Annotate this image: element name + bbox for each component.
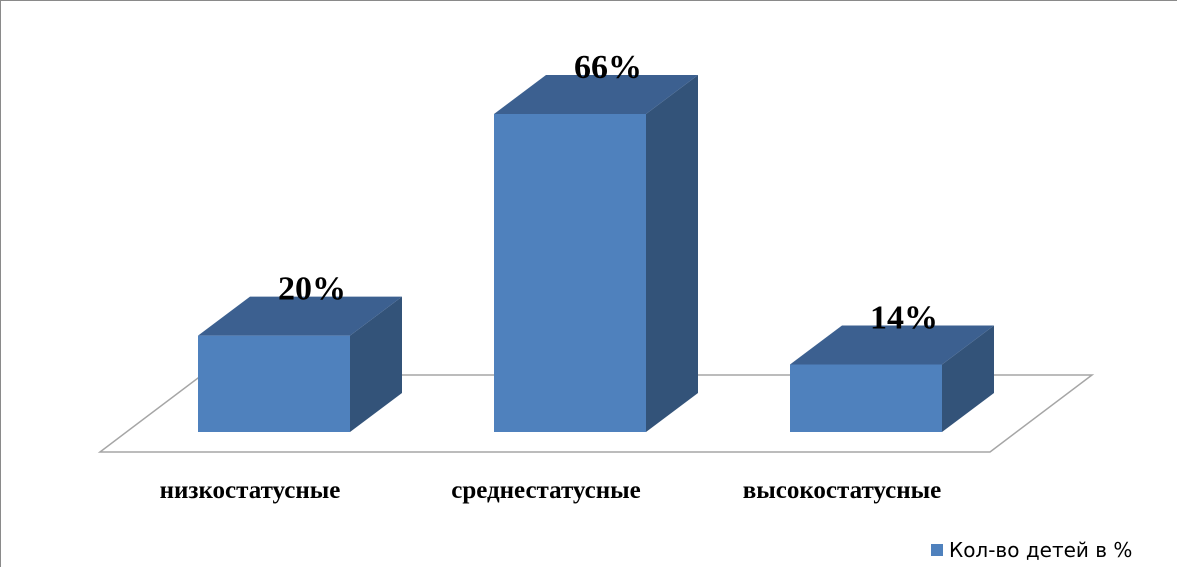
x-tick-label: высокостатусные <box>743 477 942 504</box>
data-labels-group: 20% 66% 14% <box>278 49 938 337</box>
bar <box>790 325 994 432</box>
legend: Кол-во детей в % <box>931 538 1132 562</box>
bar <box>198 296 402 432</box>
x-tick-label: среднестатусные <box>451 477 641 504</box>
bar <box>494 75 698 432</box>
bar-top <box>790 325 994 365</box>
category-labels-group: низкостатусные среднестатусные высокостату… <box>160 477 942 504</box>
bar-front <box>198 335 350 432</box>
data-label: 66% <box>574 49 642 86</box>
x-tick-label: низкостатусные <box>160 477 341 504</box>
bar-side <box>350 296 402 432</box>
bars-group <box>198 75 994 432</box>
bar-front <box>790 364 942 432</box>
data-label: 14% <box>870 300 938 337</box>
data-label: 20% <box>278 271 346 308</box>
bar-side <box>646 75 698 432</box>
bar-top <box>198 296 402 336</box>
legend-swatch <box>931 544 943 556</box>
bar-front <box>494 114 646 432</box>
bar-side <box>942 325 994 432</box>
legend-entry: Кол-во детей в % <box>949 538 1132 562</box>
bar-top <box>494 75 698 114</box>
